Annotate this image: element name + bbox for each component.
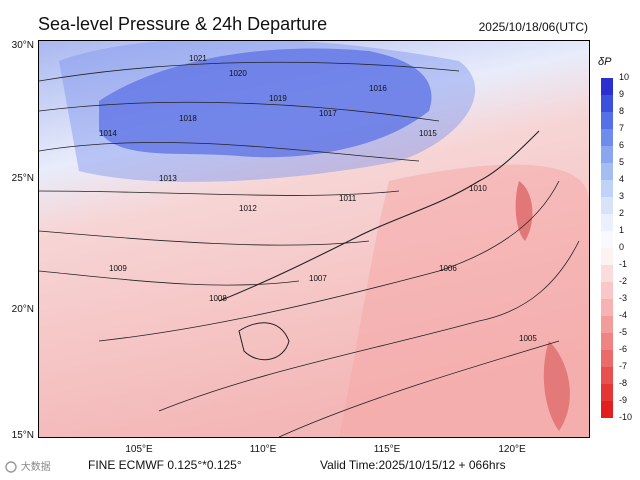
isobar-label: 1021 [189,54,207,63]
colorbar-tick: -9 [619,395,628,405]
isobar-label: 1014 [99,129,117,138]
colorbar-tick: 8 [619,106,625,116]
isobar-label: 1015 [419,129,437,138]
colorbar-swatch [601,384,613,402]
colorbar-swatch [601,78,613,96]
colorbar-swatch [601,146,613,164]
colorbar-swatch [601,180,613,198]
colorbar-swatch [601,197,613,215]
colorbar-swatch [601,95,613,113]
colorbar-tick: 2 [619,208,625,218]
lat-label-20n: 20°N [11,304,34,315]
lon-label-120e: 120°E [498,444,526,455]
colorbar-swatch [601,163,613,181]
lon-label-105e: 105°E [125,444,153,455]
isobar-label: 1007 [309,274,327,283]
isobar-label: 1017 [319,109,337,118]
brand-icon [5,461,17,474]
brand-logo: 大数据 [4,458,51,474]
colorbar-swatch [601,299,613,317]
lon-label-110e: 110°E [249,444,277,455]
colorbar-tick: 4 [619,174,625,184]
colorbar-label: δP [598,56,612,68]
isobar-label: 1019 [269,94,287,103]
colorbar-tick: 9 [619,89,625,99]
isobar-label: 1009 [109,264,127,273]
map-title: Sea-level Pressure & 24h Departure [38,14,328,34]
lon-label-115e: 115°E [373,444,401,455]
colorbar-swatch [601,231,613,249]
colorbar-swatch [601,401,613,418]
colorbar-tick: -1 [619,259,628,269]
colorbar-swatch [601,367,613,385]
colorbar-tick: -6 [619,344,628,354]
pressure-map: 1021 1020 1019 1018 1017 1016 1015 1014 1013 1012… [38,40,590,438]
colorbar-tick: 10 [619,72,630,82]
colorbar-tick: -8 [619,378,628,388]
colorbar-swatch [601,282,613,300]
isobar-label: 1016 [369,84,387,93]
isobar-label: 1012 [239,204,257,213]
lat-label-15n: 15°N [11,430,34,441]
colorbar-tick: 0 [619,242,625,252]
model-info: FINE ECMWF 0.125°*0.125° [88,458,242,472]
colorbar-tick: 6 [619,140,625,150]
colorbar-tick: 1 [619,225,625,235]
isobar-label: 1018 [179,114,197,123]
colorbar-swatch [601,112,613,130]
colorbar-tick: 7 [619,123,625,133]
colorbar-swatch [601,316,613,334]
isobar-label: 1010 [469,184,487,193]
lat-label-25n: 25°N [11,173,34,184]
isobar-label: 1005 [519,334,537,343]
colorbar-swatch [601,333,613,351]
pressure-field: 1021 1020 1019 1018 1017 1016 1015 1014 1013 1012… [39,41,589,437]
colorbar-swatch [601,265,613,283]
colorbar-swatch [601,350,613,368]
colorbar-swatch [601,129,613,147]
isobar-label: 1008 [209,294,227,303]
colorbar-tick: -2 [619,276,628,286]
colorbar-tick: 5 [619,157,625,167]
brand-text: 大数据 [20,462,51,473]
isobar-label: 1020 [229,69,247,78]
colorbar-tick: -5 [619,327,628,337]
issue-datetime: 2025/10/18/06(UTC) [478,20,588,34]
isobar-label: 1011 [339,194,357,203]
colorbar [601,78,613,418]
lat-label-30n: 30°N [11,40,34,51]
colorbar-tick: -4 [619,310,628,320]
colorbar-tick: 3 [619,191,625,201]
isobar-label: 1006 [439,264,457,273]
valid-time: Valid Time:2025/10/15/12 + 066hrs [320,458,506,472]
colorbar-tick: -3 [619,293,628,303]
isobar-label: 1013 [159,174,177,183]
colorbar-swatch [601,214,613,232]
colorbar-tick: -7 [619,361,628,371]
colorbar-tick: -10 [619,412,633,422]
colorbar-swatch [601,248,613,266]
